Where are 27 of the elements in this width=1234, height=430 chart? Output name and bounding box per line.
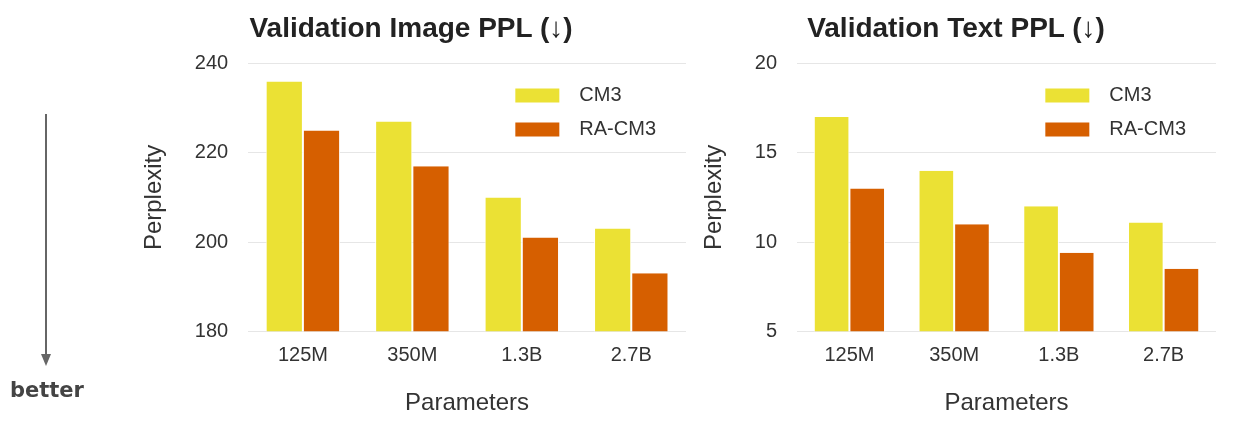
y-tick-label: 5 [765, 318, 778, 341]
y-tick-label: 200 [194, 229, 229, 252]
x-tick-label: 1.3B [501, 342, 543, 365]
legend-label: RA-CM3 [1109, 117, 1186, 140]
x-tick-label: 2.7B [610, 342, 652, 365]
x-tick-label: 2.7B [1143, 342, 1185, 365]
y-axis-title: Perplexity [699, 144, 727, 251]
legend-label: CM3 [579, 83, 622, 106]
legend-label: CM3 [1109, 83, 1152, 106]
y-tick-label: 220 [194, 140, 229, 163]
x-tick-label: 125M [277, 342, 328, 365]
x-tick-label: 1.3B [1038, 342, 1080, 365]
x-tick-label: 350M [929, 342, 980, 365]
chart-title: Validation Text PPL (↓) [807, 11, 1105, 43]
chart-title: Validation Image PPL (↓) [249, 11, 573, 43]
x-axis-title: Parameters [405, 388, 530, 416]
x-tick-label: 350M [387, 342, 438, 365]
legend-label: RA-CM3 [579, 117, 656, 140]
y-tick-label: 20 [754, 51, 778, 74]
y-tick-label: 180 [194, 318, 229, 341]
text: better [10, 378, 84, 402]
y-tick-label: 240 [194, 51, 229, 74]
y-tick-label: 10 [754, 229, 778, 252]
x-axis-title: Parameters [944, 388, 1069, 416]
y-axis-title: Perplexity [139, 144, 167, 251]
x-tick-label: 125M [824, 342, 875, 365]
y-tick-label: 15 [754, 140, 778, 163]
